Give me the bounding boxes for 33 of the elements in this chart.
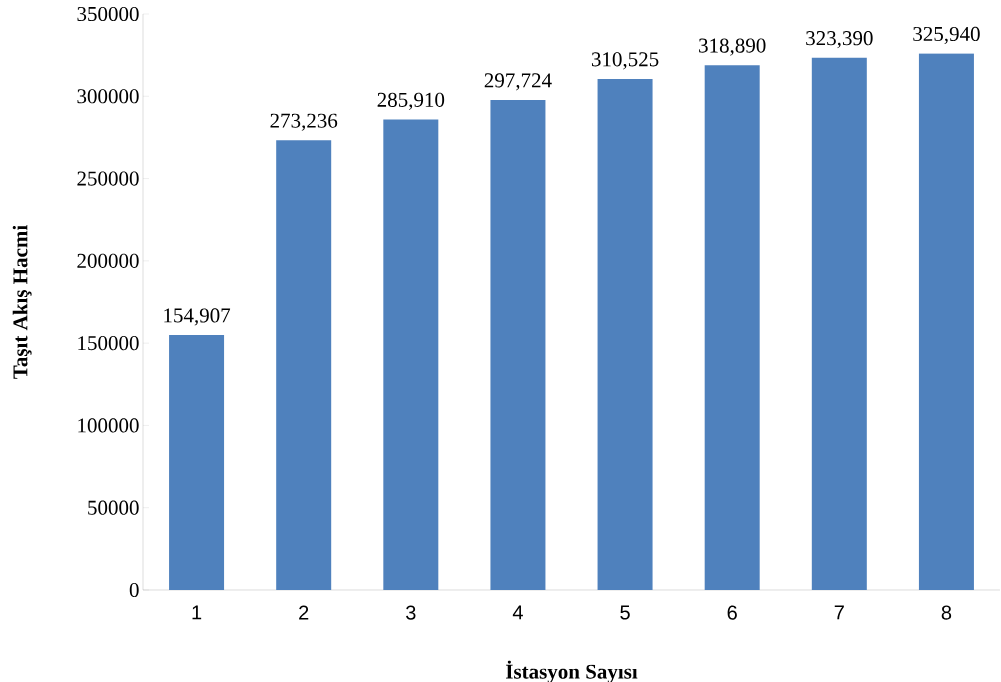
x-tick-label: 6 — [727, 605, 737, 620]
x-tick-label: 8 — [941, 605, 952, 620]
y-tick-label: 250000 — [77, 171, 139, 186]
x-tick-label: 1 — [192, 605, 202, 620]
y-tick-label: 150000 — [78, 336, 139, 351]
data-label: 285,910 — [377, 92, 445, 110]
bar — [276, 140, 332, 590]
y-axis-title: Taşıt Akış Hacmi — [12, 225, 32, 379]
x-tick-label: 3 — [406, 605, 416, 620]
x-tick-label: 4 — [512, 605, 523, 620]
bar — [704, 65, 760, 590]
data-label: 325,940 — [913, 26, 980, 45]
y-tick-label: 350000 — [77, 6, 139, 22]
y-tick-label: 0 — [129, 582, 139, 598]
data-label: 318,890 — [699, 38, 766, 56]
bar — [169, 335, 225, 590]
data-label: 273,236 — [270, 113, 338, 131]
data-label: 154,907 — [164, 308, 231, 326]
x-tick-label: 5 — [620, 605, 630, 620]
x-tick-label: 7 — [834, 605, 844, 620]
x-tick-label: 2 — [299, 605, 309, 620]
bar — [490, 100, 546, 590]
bar — [811, 57, 867, 590]
data-label: 323,390 — [806, 31, 873, 49]
bar — [918, 53, 974, 590]
data-label: 297,724 — [484, 73, 552, 91]
y-tick-label: 200000 — [77, 253, 139, 268]
bar — [383, 119, 439, 590]
y-tick-label: 100000 — [78, 418, 139, 433]
y-tick-label: 300000 — [77, 89, 139, 104]
data-label: 310,525 — [591, 52, 659, 70]
bar — [597, 78, 653, 590]
y-tick-label: 50000 — [88, 500, 139, 515]
